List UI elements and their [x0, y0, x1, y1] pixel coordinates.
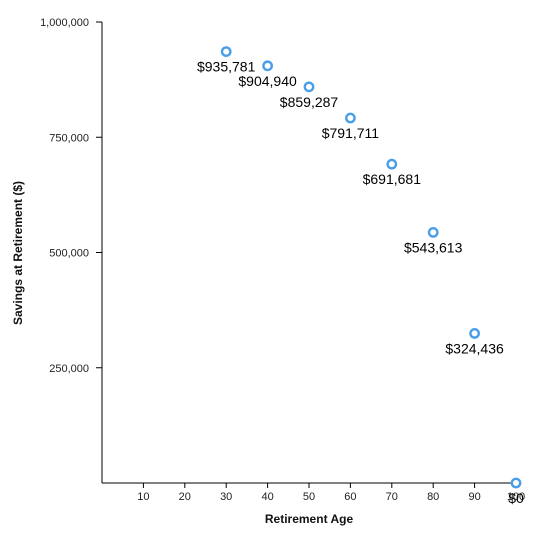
- data-label: $691,681: [363, 171, 422, 187]
- data-point: [303, 81, 315, 93]
- data-label: $935,781: [197, 59, 256, 75]
- data-point: [510, 477, 522, 489]
- data-label: $904,940: [238, 73, 297, 89]
- data-label: $791,711: [322, 125, 380, 141]
- x-tick-label: 70: [386, 491, 398, 503]
- data-label: $324,436: [445, 340, 504, 356]
- x-axis-title: Retirement Age: [265, 512, 354, 526]
- x-tick-label: 10: [137, 491, 149, 503]
- data-point: [469, 328, 480, 339]
- x-tick-label: 80: [427, 491, 439, 503]
- x-tick-label: 30: [220, 491, 232, 503]
- x-tick-label: 50: [303, 491, 315, 503]
- data-point: [220, 46, 232, 58]
- data-point: [344, 112, 356, 124]
- x-tick-label: 40: [261, 491, 273, 503]
- y-tick-label: 750,000: [49, 132, 89, 144]
- x-tick-labels: 10 20 30 40 50 60 70 80 90 100: [137, 483, 525, 503]
- data-label: $0: [508, 490, 524, 506]
- data-points: [220, 46, 522, 489]
- data-labels: $935,781$904,940 $859,287 $791,711 $691,681…: [197, 59, 524, 506]
- y-tick-label: 250,000: [49, 363, 89, 375]
- x-tick-label: 90: [468, 491, 480, 503]
- y-tick-label: 500,000: [49, 248, 89, 260]
- x-tick-label: 60: [344, 491, 356, 503]
- data-label: $859,287: [280, 94, 339, 110]
- x-tick-label: 20: [179, 491, 191, 503]
- y-tick-labels: 250,000 500,000 750,000 1,000,000: [40, 17, 102, 375]
- x-tick-label: 100: [507, 491, 525, 503]
- y-axis-title: Savings at Retirement ($): [11, 181, 25, 325]
- data-point: [386, 158, 398, 170]
- data-point: [262, 60, 273, 72]
- y-tick-label: 1,000,000: [40, 17, 89, 29]
- data-point: [427, 226, 439, 238]
- data-label: $543,613: [404, 239, 463, 255]
